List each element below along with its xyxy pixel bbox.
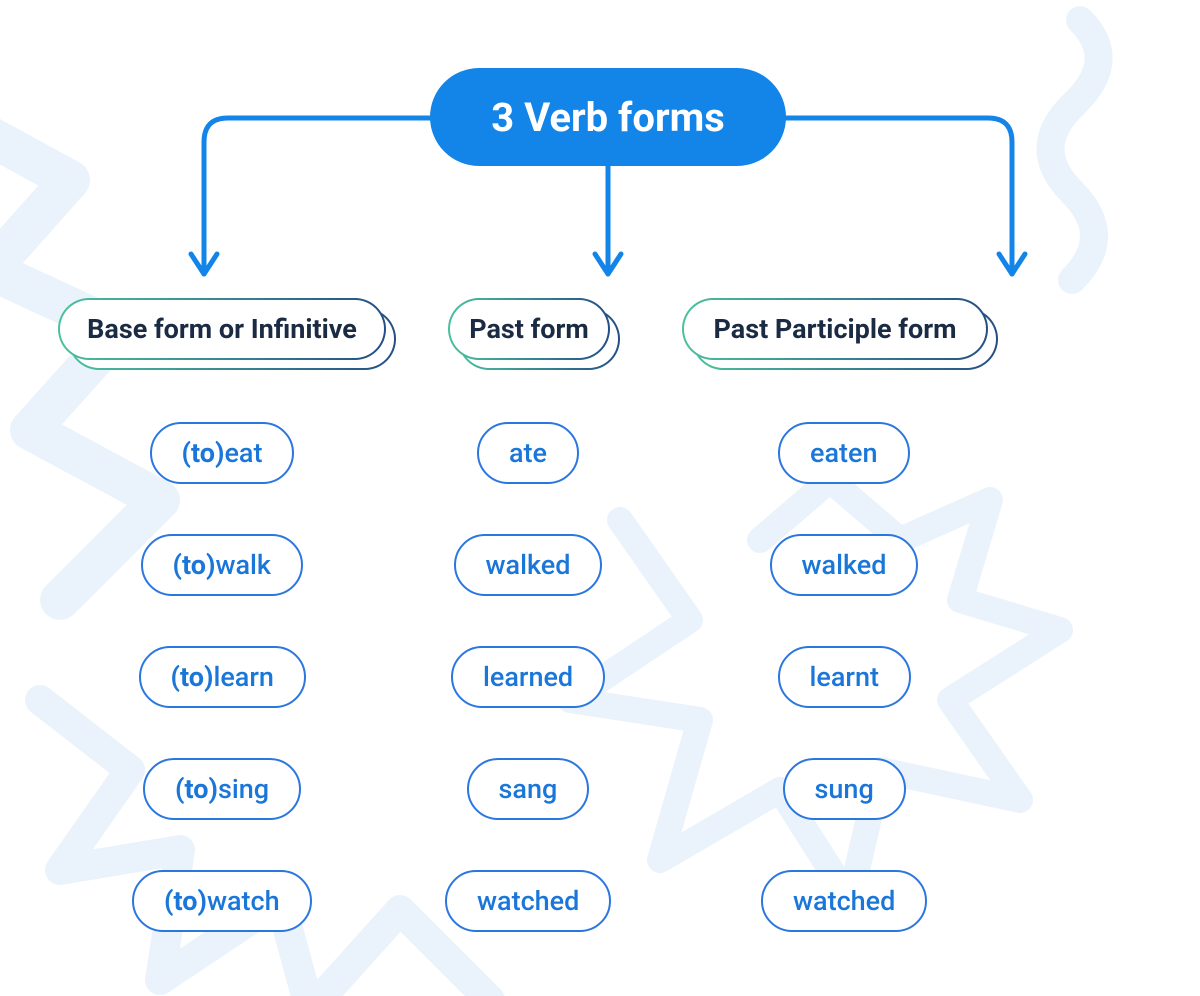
verb-word: watched	[793, 885, 895, 917]
verb-word: ate	[509, 437, 547, 469]
column-header: Base form or Infinitive	[58, 298, 396, 370]
verb-pill: watched	[445, 870, 611, 932]
verb-pill: sang	[467, 758, 590, 820]
verb-prefix: (to)	[173, 549, 216, 581]
title-pill: 3 Verb forms	[430, 68, 786, 166]
verb-pill: learned	[451, 646, 605, 708]
verb-prefix: (to)	[164, 885, 207, 917]
column-header-label: Past form	[469, 313, 589, 345]
verb-word: watched	[477, 885, 579, 917]
column-header-front: Past Participle form	[682, 298, 988, 360]
verb-pill: ate	[477, 422, 579, 484]
verb-prefix: (to)	[182, 437, 225, 469]
verb-prefix: (to)	[175, 773, 218, 805]
verb-word: learn	[213, 661, 273, 693]
verb-pill: eaten	[778, 422, 910, 484]
verb-word: sung	[815, 773, 874, 805]
verb-prefix: (to)	[171, 661, 214, 693]
verb-pill: (to) eat	[150, 422, 295, 484]
verb-word: sing	[218, 773, 269, 805]
verb-word: sang	[499, 773, 558, 805]
verb-word: watch	[207, 885, 280, 917]
verb-pill: watched	[761, 870, 927, 932]
column-header: Past Participle form	[682, 298, 998, 370]
verb-pill: sung	[783, 758, 906, 820]
verb-word: walk	[215, 549, 271, 581]
column-header-front: Past form	[448, 298, 610, 360]
column-header-label: Base form or Infinitive	[87, 313, 357, 345]
verb-word: eat	[224, 437, 262, 469]
verb-word: walked	[802, 549, 887, 581]
title-text: 3 Verb forms	[491, 94, 725, 141]
verb-pill: walked	[770, 534, 919, 596]
column-header-label: Past Participle form	[714, 313, 957, 345]
verb-word: walked	[486, 549, 571, 581]
verb-word: eaten	[810, 437, 878, 469]
verb-word: learnt	[810, 661, 879, 693]
verb-pill: (to) learn	[139, 646, 306, 708]
verb-pill: walked	[454, 534, 603, 596]
column-header-front: Base form or Infinitive	[58, 298, 386, 360]
verb-pill: (to) sing	[143, 758, 301, 820]
verb-pill: (to) watch	[132, 870, 312, 932]
column-header: Past form	[448, 298, 620, 370]
verb-pill: (to) walk	[141, 534, 304, 596]
verb-word: learned	[483, 661, 573, 693]
verb-pill: learnt	[778, 646, 911, 708]
